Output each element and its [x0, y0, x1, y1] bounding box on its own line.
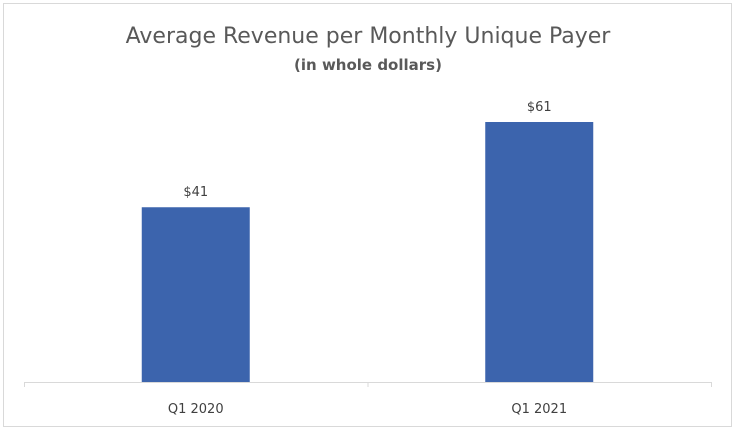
x-tick-label: Q1 2021	[511, 402, 567, 417]
chart-frame	[3, 3, 732, 427]
chart-subtitle: (in whole dollars)	[294, 56, 442, 74]
plot-area: $41 Q1 2020 $61 Q1 2021	[24, 100, 712, 417]
x-tick-label: Q1 2020	[168, 402, 224, 417]
data-label: $61	[527, 100, 552, 115]
bar-q1-2020	[141, 207, 250, 382]
bar-q1-2021	[485, 122, 594, 382]
data-label: $41	[183, 185, 208, 200]
chart-title: Average Revenue per Monthly Unique Payer	[126, 24, 612, 49]
